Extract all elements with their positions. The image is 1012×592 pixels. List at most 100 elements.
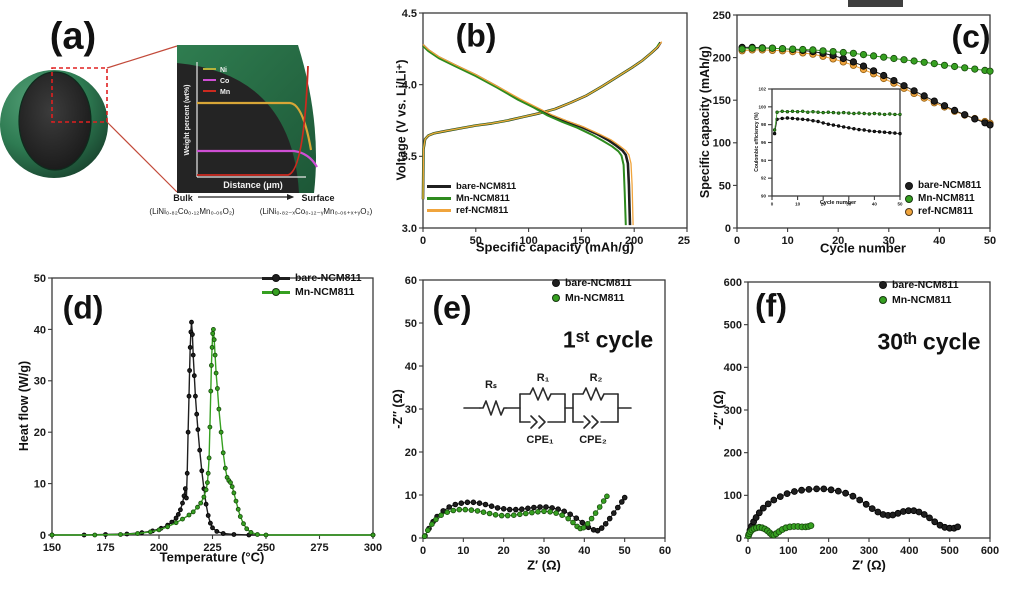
data-marker	[173, 515, 179, 521]
data-marker	[206, 455, 212, 461]
f-x-axis-label: Z′ (Ω)	[852, 557, 886, 573]
data-marker	[186, 512, 192, 518]
data-marker	[841, 110, 846, 115]
data-marker	[244, 526, 250, 532]
data-marker	[192, 393, 198, 399]
resistor-r2	[572, 387, 619, 401]
data-marker	[205, 470, 211, 476]
data-marker	[147, 529, 153, 535]
x-tick-label: 250	[678, 235, 690, 247]
data-marker	[619, 499, 625, 505]
legend-label: bare-NCM811	[295, 272, 362, 284]
data-marker	[208, 388, 214, 394]
data-marker	[248, 529, 254, 535]
data-marker	[827, 486, 835, 494]
y-tick-label: 50	[719, 180, 731, 192]
data-marker	[233, 498, 239, 504]
legend-label: bare-NCM811	[918, 180, 982, 191]
data-marker	[203, 501, 209, 507]
data-marker	[748, 44, 756, 52]
co-profile-line	[197, 149, 318, 168]
data-marker	[842, 489, 850, 497]
x-tick-label: 0	[734, 235, 740, 247]
data-marker	[241, 521, 246, 527]
data-marker	[579, 519, 586, 526]
data-marker	[880, 71, 888, 80]
data-marker	[201, 494, 207, 500]
data-marker	[868, 505, 876, 513]
legend-mn: Mn	[220, 89, 230, 96]
data-marker	[592, 510, 599, 516]
data-marker	[229, 484, 235, 490]
data-marker	[488, 503, 495, 510]
data-marker	[880, 53, 888, 61]
data-marker	[220, 450, 226, 456]
cropped-artifact	[848, 0, 903, 7]
data-marker	[213, 370, 219, 376]
data-marker	[847, 111, 851, 115]
data-marker	[920, 92, 928, 100]
data-marker	[486, 510, 493, 517]
data-marker	[893, 131, 897, 135]
inset-x-label: Distance (μm)	[223, 180, 283, 190]
data-marker	[191, 373, 197, 379]
data-marker	[849, 58, 857, 66]
data-marker	[910, 57, 918, 65]
panel-letter-e: (e)	[432, 289, 472, 326]
data-marker	[961, 64, 969, 72]
data-marker	[606, 515, 613, 522]
e-x-axis-label: Z′ (Ω)	[527, 557, 561, 573]
data-marker	[849, 49, 857, 57]
legend-label: Mn-NCM811	[918, 193, 975, 204]
data-marker	[882, 112, 887, 117]
data-marker	[872, 111, 877, 116]
data-marker	[118, 532, 123, 537]
data-marker	[852, 111, 856, 116]
b-y-axis-label: Voltage (V vs. Li/Li⁺)	[394, 59, 409, 181]
data-marker	[195, 427, 201, 433]
x-tick-label: 500	[940, 545, 958, 557]
legend-item: ref-NCM811	[427, 205, 516, 216]
data-marker	[492, 512, 499, 518]
data-marker	[841, 125, 846, 129]
data-marker	[859, 62, 868, 70]
data-marker	[800, 109, 805, 113]
data-marker	[795, 110, 800, 114]
data-marker	[498, 512, 505, 519]
y-tick-label: 500	[724, 320, 742, 332]
data-marker	[438, 512, 444, 519]
data-marker	[819, 47, 827, 55]
data-marker	[209, 345, 215, 350]
y-tick-label: 0	[411, 533, 417, 545]
legend-panel-c: bare-NCM811 Mn-NCM811 ref-NCM811	[905, 180, 981, 217]
data-marker	[831, 110, 836, 115]
x-tick-label: 200	[150, 542, 168, 554]
data-marker	[800, 117, 805, 121]
data-marker	[553, 510, 559, 516]
data-marker	[859, 50, 868, 59]
data-marker	[462, 506, 469, 513]
data-marker	[263, 532, 269, 538]
x-tick-label: 275	[310, 542, 328, 554]
data-marker	[772, 128, 777, 132]
data-marker	[49, 532, 55, 538]
data-marker	[867, 129, 871, 133]
x-tick-label: 10	[457, 545, 469, 557]
y-tick-label: 10	[405, 490, 417, 502]
c-inset-x-axis-label: Cycle number	[819, 200, 857, 206]
x-tick-label: 20	[832, 235, 844, 247]
data-marker	[523, 510, 529, 517]
y-tick-label: 3.0	[402, 223, 417, 235]
data-marker	[468, 507, 475, 513]
y-tick-label: 0	[736, 533, 742, 545]
y-tick-label: 90	[761, 194, 767, 199]
data-marker	[421, 533, 428, 540]
data-marker	[92, 532, 98, 538]
data-marker	[470, 499, 477, 506]
legend-label: ref-NCM811	[456, 205, 509, 216]
data-marker	[834, 487, 842, 495]
y-tick-label: 10	[34, 478, 46, 490]
cpe1-label: CPE₁	[526, 434, 554, 446]
cpe2-symbol	[583, 415, 599, 429]
data-marker	[184, 470, 190, 476]
